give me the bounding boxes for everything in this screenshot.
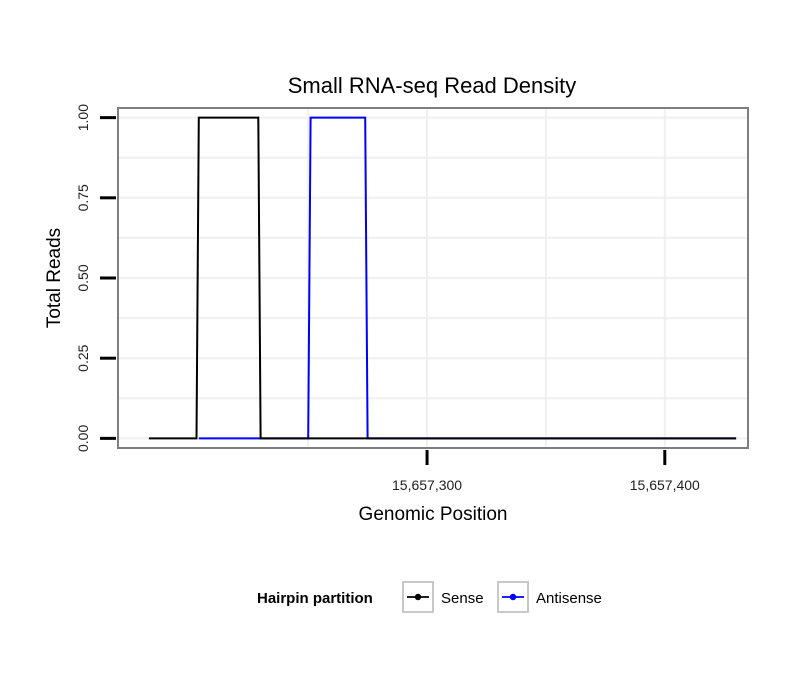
y-tick-label: 0.50 [75,264,91,291]
legend-dot-sense [414,593,422,601]
x-axis-title: Genomic Position [359,504,508,525]
series-line-sense [148,116,737,440]
y-tick-label: 1.00 [75,104,91,131]
y-tick-label: 0.75 [75,184,91,211]
x-tick-label: 15,657,400 [630,477,700,493]
gridlines [118,108,748,448]
y-axis-title: Total Reads [44,228,65,328]
legend: Hairpin partition Sense Antisense [257,581,602,613]
series-lines [148,116,737,440]
x-tick-label: 15,657,300 [392,477,462,493]
axes: 0.00 0.25 0.50 0.75 1.00 15,657,300 15,657,400 [75,104,700,493]
y-tick-label: 0.25 [75,344,91,371]
chart-title: Small RNA-seq Read Density [288,73,577,98]
legend-label-sense: Sense [441,590,484,607]
legend-label-antisense: Antisense [536,590,602,607]
legend-title: Hairpin partition [257,590,373,607]
plot-panel-border [117,107,749,449]
legend-item-sense: Sense [402,581,484,613]
y-tick-label: 0.00 [75,425,91,452]
legend-item-antisense: Antisense [497,581,602,613]
legend-dot-antisense [509,593,517,601]
